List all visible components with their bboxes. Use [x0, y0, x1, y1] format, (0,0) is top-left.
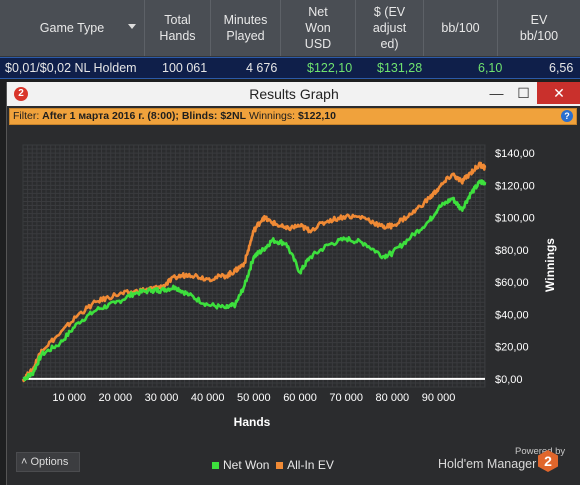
winnings-label: Winnings: [246, 110, 298, 122]
chevron-up-icon: ˄ [21, 456, 28, 468]
x-tick-label: 10 000 [52, 392, 86, 404]
filter-text: After 1 марта 2016 г. (8:00); Blinds: $2… [42, 110, 247, 122]
title-bar[interactable]: 2 Results Graph — ☐ ✕ [7, 82, 580, 106]
minutes-played-cell: 4 676 [246, 61, 278, 75]
filter-bar[interactable]: Filter: After 1 марта 2016 г. (8:00); Bl… [9, 108, 577, 125]
all-in-ev-swatch [276, 462, 284, 470]
x-tick-label: 50 000 [237, 392, 271, 404]
x-tick-label: 40 000 [191, 392, 225, 404]
y-tick-label: $100,00 [495, 213, 535, 225]
powered-by-text: Powered by [515, 446, 566, 457]
stats-header: Game Type Total Hands Minutes Played Net… [0, 0, 580, 57]
total-hands-cell: 100 061 [162, 61, 208, 75]
legend-net-won: Net Won [223, 458, 270, 472]
hm2-logo-icon: 2 [14, 87, 28, 101]
y-axis-label: Winnings [543, 238, 557, 292]
net-won-line [22, 179, 487, 382]
y-axis-ticks: $0,00 $20,00 $40,00 $60,00 $80,00 $100,00 $120… [495, 148, 535, 386]
product-name: Hold'em Manager [438, 457, 537, 471]
all-in-ev-line [21, 161, 487, 383]
col-label: Minutes Played [223, 13, 268, 43]
close-button[interactable]: ✕ [537, 82, 580, 104]
col-label: bb/100 [441, 21, 480, 35]
col-game-type[interactable]: Game Type [0, 0, 145, 56]
chart-legend: Net Won All-In EV [212, 458, 334, 472]
game-type-cell: $0,01/$0,02 NL Holdem [5, 61, 137, 75]
ev-adjusted-cell: $131,28 [377, 61, 423, 75]
sort-arrow-icon[interactable] [128, 24, 136, 29]
options-button[interactable]: ˄ Options [16, 452, 80, 472]
col-total-hands[interactable]: Total Hands [145, 0, 211, 56]
col-label: Game Type [39, 21, 105, 35]
y-tick-label: $40,00 [495, 309, 529, 321]
col-net-won[interactable]: Net Won USD [281, 0, 356, 56]
col-minutes-played[interactable]: Minutes Played [211, 0, 281, 56]
y-tick-label: $0,00 [495, 374, 523, 386]
results-chart: 10 000 20 000 30 000 40 000 50 000 60 000 70 0… [21, 144, 557, 429]
results-graph-window: 2 Results Graph — ☐ ✕ Filter: After 1 ма… [6, 82, 580, 485]
hm-logo-icon: 2 [538, 450, 558, 472]
col-ev-bb100[interactable]: EV bb/100 [498, 0, 580, 56]
net-won-cell: $122,10 [307, 61, 353, 75]
col-label: $ (EV adjust ed) [372, 5, 407, 51]
winnings-value: $122,10 [297, 110, 336, 122]
x-tick-label: 80 000 [376, 392, 410, 404]
maximize-button[interactable]: ☐ [517, 85, 530, 101]
x-axis-label: Hands [234, 415, 271, 429]
bb100-cell: 6,10 [478, 61, 503, 75]
x-tick-label: 30 000 [145, 392, 179, 404]
y-tick-label: $60,00 [495, 277, 529, 289]
y-tick-label: $80,00 [495, 245, 529, 257]
y-tick-label: $20,00 [495, 342, 529, 354]
col-label: EV bb/100 [519, 13, 559, 43]
net-won-swatch [212, 462, 219, 470]
options-label: Options [30, 456, 69, 468]
y-tick-label: $140,00 [495, 148, 535, 160]
x-axis-ticks: 10 000 20 000 30 000 40 000 50 000 60 000 70 0… [52, 392, 455, 404]
window-title: Results Graph [249, 86, 339, 102]
col-label: Net Won USD [304, 5, 332, 51]
y-tick-label: $120,00 [495, 180, 535, 192]
x-tick-label: 60 000 [283, 392, 317, 404]
filter-label: Filter: [13, 110, 43, 122]
stats-row[interactable]: $0,01/$0,02 NL Holdem 100 061 4 676 $122… [0, 57, 580, 79]
col-label: Total Hands [159, 13, 196, 43]
minimize-button[interactable]: — [489, 85, 504, 101]
help-icon[interactable]: ? [561, 110, 573, 122]
legend-all-in-ev: All-In EV [287, 458, 334, 472]
x-tick-label: 90 000 [422, 392, 456, 404]
ev-bb100-cell: 6,56 [549, 61, 574, 75]
col-bb100[interactable]: bb/100 [424, 0, 498, 56]
x-tick-label: 20 000 [99, 392, 133, 404]
chart-grid [22, 144, 486, 388]
col-ev-adjusted[interactable]: $ (EV adjust ed) [356, 0, 424, 56]
x-tick-label: 70 000 [329, 392, 363, 404]
chart-series [21, 161, 487, 383]
